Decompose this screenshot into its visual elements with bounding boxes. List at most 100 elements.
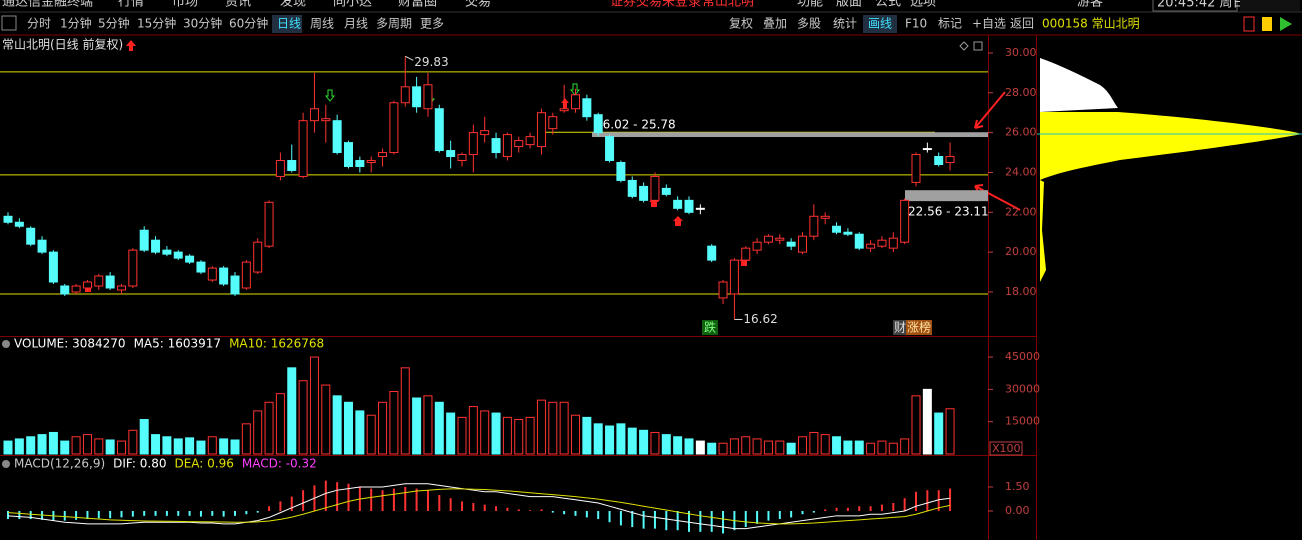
menu-item[interactable]: 交易 [465,0,491,10]
candle-body [820,215,830,219]
volume-bar [173,438,183,455]
volume-bar [298,380,308,455]
volume-bar [105,439,115,455]
panel-icon[interactable] [2,460,10,468]
volume-bar [695,440,705,455]
period-tab[interactable]: 15分钟 [137,16,176,31]
volume-bar [491,412,501,455]
volume-bar [162,436,172,455]
y-tick-label: 24.00 [1005,165,1037,178]
candle-body [241,261,251,289]
tool-button[interactable]: F10 [905,17,927,31]
menu-item[interactable]: 发现 [280,0,306,10]
menu-item[interactable]: 同小达 [333,0,372,10]
event-badge[interactable] [906,320,932,335]
unit-box [989,441,1023,456]
y-tick-label: 45000 [1005,350,1040,363]
panel-icon[interactable] [2,340,10,348]
candle-body [934,156,944,165]
volume-bar [434,401,444,455]
period-tab[interactable]: 1分钟 [60,16,92,31]
menu-item[interactable]: 版面 [836,0,862,10]
period-tab[interactable]: 月线 [344,17,368,31]
period-tab[interactable]: 周线 [310,17,334,31]
max-pointer [405,55,414,61]
candle-body [945,156,955,164]
buy-signal [561,98,569,108]
volume-bar [117,440,126,455]
tool-button[interactable]: 返回 [1010,17,1034,31]
tool-button[interactable]: 多股 [797,17,821,31]
tool-button[interactable]: 复权 [729,17,753,31]
icon[interactable] [1243,16,1255,32]
volume-unit: X100 [992,442,1021,455]
menu-item[interactable]: 功能 [797,0,823,10]
event-label[interactable]: 财 [894,321,906,335]
volume-bar [854,440,864,455]
candle-body [434,108,444,152]
candle-body [888,237,898,249]
event-label[interactable]: 涨榜 [907,320,931,335]
candle-body [866,243,876,249]
candle-body [491,138,501,154]
period-tab[interactable]: 日线 [277,17,301,31]
volume-bar [82,434,92,455]
volume-bar [571,414,580,455]
event-badge[interactable] [893,320,906,335]
tool-button[interactable]: 标记 [938,17,962,31]
toggle-button[interactable] [1,15,17,31]
candle-body [729,259,739,295]
volume-bar [253,410,263,455]
icon[interactable] [1262,17,1272,31]
candle-body [650,175,660,201]
volume-bar [185,437,195,455]
event-badge[interactable] [702,320,718,335]
candle-body [48,251,58,283]
dea-line [7,488,951,525]
candle-body [661,187,671,195]
menu-item[interactable]: 选项 [910,0,936,10]
period-tab[interactable]: 30分钟 [183,16,222,31]
tool-button[interactable]: 叠加 [763,17,787,31]
tool-button[interactable]: 统计 [833,17,857,31]
tool-button[interactable]: +自选 [972,17,1006,31]
candle-body [219,267,229,285]
candle-body [105,275,115,289]
candle-body [786,241,796,247]
volume-bar [412,397,422,455]
volume-bar [707,442,717,455]
candle-body [207,267,217,281]
candle-body [922,148,932,151]
menu-item[interactable]: 公式 [875,0,901,10]
menu-item[interactable]: 行情 [118,0,144,10]
menu-item[interactable]: 资讯 [225,0,251,10]
candle-body [94,275,104,287]
period-tab[interactable]: 60分钟 [229,16,268,31]
sell-signal [324,89,336,102]
volume-bar [718,442,728,455]
icon[interactable] [1280,17,1292,31]
chart-icon[interactable] [973,41,983,51]
volume-bar [752,438,762,455]
menu-item[interactable]: 市场 [172,0,198,10]
period-tab[interactable]: 分时 [27,17,51,31]
chart-icon[interactable] [959,41,969,51]
indicator-value: DIF: 0.80 [113,457,166,471]
candle-body [173,251,183,259]
menu-item[interactable]: 财富圈 [398,0,437,10]
volume-bar [741,436,751,455]
period-tab[interactable]: 多周期 [376,17,412,31]
volume-bar [514,419,524,455]
volume-bar [866,442,876,455]
candle-body [627,179,637,197]
event-label[interactable]: 跌 [704,320,716,335]
candle-body [400,86,410,104]
candle-body [309,108,319,122]
volume-bar [888,442,898,455]
volume-bar [48,431,58,455]
tool-button[interactable]: 画线 [868,17,892,31]
period-tab[interactable]: 更多 [420,17,444,31]
period-tab[interactable]: 5分钟 [98,16,130,31]
candle-body [798,235,807,253]
